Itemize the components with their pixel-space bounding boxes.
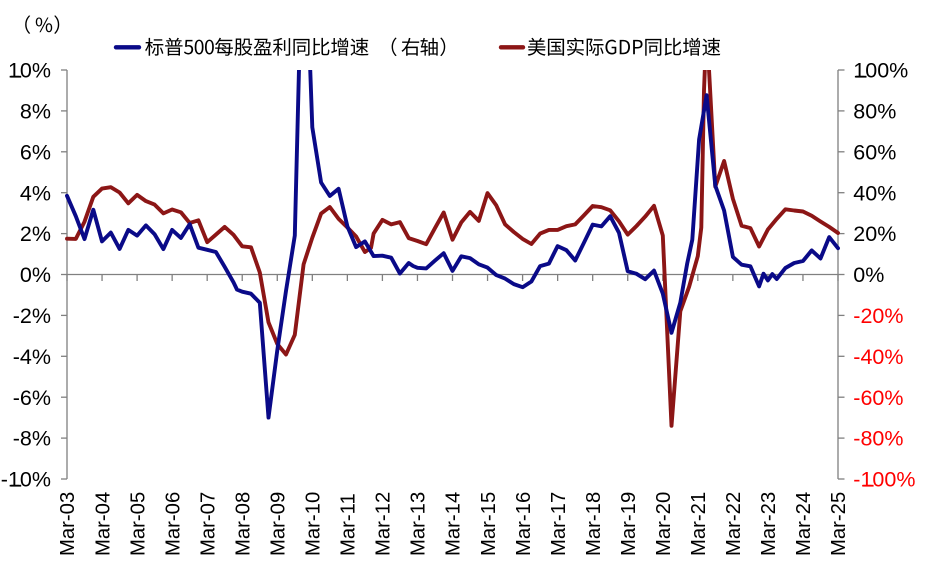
svg-text:-10%: -10% <box>1 468 51 492</box>
svg-text:Mar-07: Mar-07 <box>197 492 219 556</box>
svg-text:Mar-20: Mar-20 <box>653 492 675 556</box>
svg-text:-4%: -4% <box>13 345 51 369</box>
svg-text:-60%: -60% <box>853 386 903 410</box>
svg-text:6%: 6% <box>20 140 51 164</box>
svg-text:100%: 100% <box>853 59 908 83</box>
svg-text:Mar-17: Mar-17 <box>548 492 570 556</box>
svg-text:60%: 60% <box>853 140 896 164</box>
svg-text:Mar-11: Mar-11 <box>338 493 360 556</box>
svg-text:-100%: -100% <box>853 468 915 492</box>
svg-text:Mar-06: Mar-06 <box>162 492 184 556</box>
svg-text:Mar-15: Mar-15 <box>478 492 500 556</box>
svg-text:40%: 40% <box>853 181 896 205</box>
svg-text:20%: 20% <box>853 222 896 246</box>
svg-text:-2%: -2% <box>13 304 51 328</box>
svg-text:-20%: -20% <box>853 304 903 328</box>
svg-text:8%: 8% <box>20 100 51 124</box>
svg-text:80%: 80% <box>853 100 896 124</box>
svg-text:10%: 10% <box>8 59 51 83</box>
svg-text:Mar-08: Mar-08 <box>232 492 254 556</box>
svg-text:Mar-19: Mar-19 <box>618 492 640 556</box>
svg-text:-40%: -40% <box>853 345 903 369</box>
svg-text:Mar-12: Mar-12 <box>373 492 395 556</box>
svg-text:4%: 4% <box>20 181 51 205</box>
svg-text:Mar-21: Mar-21 <box>688 492 710 556</box>
svg-text:-6%: -6% <box>13 386 51 410</box>
svg-text:Mar-24: Mar-24 <box>793 492 815 556</box>
svg-text:Mar-09: Mar-09 <box>267 492 289 556</box>
svg-text:Mar-10: Mar-10 <box>303 492 325 556</box>
svg-text:Mar-18: Mar-18 <box>583 492 605 556</box>
svg-text:Mar-04: Mar-04 <box>92 492 114 556</box>
svg-text:Mar-22: Mar-22 <box>723 492 745 556</box>
svg-text:0%: 0% <box>853 263 884 287</box>
svg-text:Mar-25: Mar-25 <box>828 492 850 556</box>
svg-text:2%: 2% <box>20 222 51 246</box>
svg-text:Mar-05: Mar-05 <box>127 492 149 556</box>
svg-text:Mar-03: Mar-03 <box>57 492 79 556</box>
svg-text:-80%: -80% <box>853 427 903 451</box>
svg-text:-8%: -8% <box>13 427 51 451</box>
svg-text:Mar-23: Mar-23 <box>758 492 780 556</box>
svg-text:Mar-13: Mar-13 <box>408 492 430 556</box>
svg-text:0%: 0% <box>20 263 51 287</box>
svg-text:Mar-14: Mar-14 <box>443 492 465 556</box>
svg-text:Mar-16: Mar-16 <box>513 492 535 556</box>
